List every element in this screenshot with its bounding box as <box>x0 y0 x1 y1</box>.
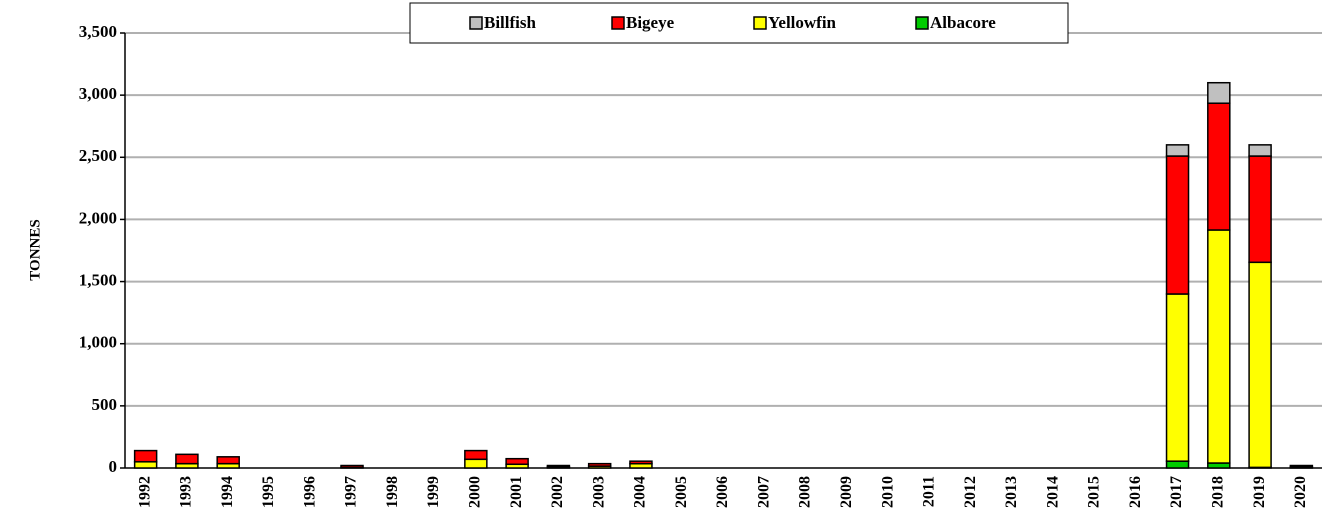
bar-segment <box>133 461 158 469</box>
bar-segment <box>340 464 364 469</box>
x-tick-label: 2019 <box>1251 476 1268 508</box>
x-tick-label: 1993 <box>178 476 195 508</box>
y-tick-label: 1,500 <box>79 270 117 289</box>
legend-box <box>409 2 1069 44</box>
x-tick-label: 2009 <box>838 476 855 508</box>
legend-label: Albacore <box>930 13 996 32</box>
x-tick-label: 2016 <box>1127 476 1144 508</box>
bar-segment <box>464 458 488 469</box>
bar-segment <box>1207 81 1231 104</box>
bar-segment <box>1248 261 1272 469</box>
x-tick-label: 1996 <box>301 476 318 508</box>
legend-label: Bigeye <box>626 13 675 32</box>
x-tick-label: 2004 <box>632 476 649 508</box>
x-tick-label: 2003 <box>590 476 607 508</box>
legend-swatch <box>469 16 483 30</box>
x-tick-label: 2001 <box>508 476 525 508</box>
x-tick-label: 2015 <box>1086 476 1103 508</box>
x-tick-label: 2008 <box>797 476 814 508</box>
x-tick-label: 1994 <box>219 476 236 508</box>
x-tick-label: 1999 <box>425 476 442 508</box>
x-tick-label: 2012 <box>962 476 979 508</box>
bar-segment <box>464 449 488 461</box>
bar-segment <box>133 449 158 463</box>
x-tick-label: 2020 <box>1292 476 1309 508</box>
legend-label: Yellowfin <box>768 13 837 32</box>
legend-swatch <box>915 16 929 30</box>
x-tick-label: 2000 <box>467 476 484 508</box>
x-tick-label: 2018 <box>1209 476 1226 508</box>
bar-segment <box>1165 144 1190 157</box>
y-tick-label: 1,000 <box>79 333 117 352</box>
y-tick-label: 3,500 <box>79 22 117 41</box>
bar-segment <box>1207 102 1231 231</box>
legend-label: Billfish <box>484 13 537 32</box>
bar-segment <box>216 456 240 465</box>
bar-segment <box>629 460 653 465</box>
legend-swatch <box>611 16 625 30</box>
y-tick-label: 2,500 <box>79 146 117 165</box>
bar-segment <box>1248 155 1272 264</box>
bar-segment <box>1165 155 1190 295</box>
x-tick-label: 2006 <box>714 476 731 508</box>
y-tick-label: 0 <box>109 457 118 476</box>
bar-segment <box>1165 293 1190 462</box>
x-tick-label: 1992 <box>136 476 153 508</box>
x-tick-label: 2002 <box>549 476 566 508</box>
bar-segment <box>175 453 199 465</box>
x-tick-label: 2017 <box>1168 476 1185 508</box>
bar-segment <box>505 457 529 466</box>
x-tick-label: 2011 <box>921 476 938 507</box>
x-tick-label: 2010 <box>879 476 896 508</box>
y-axis-title: TONNES <box>27 219 43 280</box>
bar-segment <box>587 462 612 467</box>
x-tick-label: 1995 <box>260 476 277 508</box>
x-tick-label: 2005 <box>673 476 690 508</box>
y-tick-label: 3,000 <box>79 84 117 103</box>
y-tick-label: 500 <box>92 395 118 414</box>
bar-segment <box>1248 144 1272 157</box>
bar-segment <box>1289 464 1314 468</box>
x-tick-label: 1997 <box>343 476 360 508</box>
bar-segment <box>1165 460 1190 469</box>
legend-swatch <box>753 16 767 30</box>
x-tick-label: 2007 <box>755 476 772 508</box>
x-tick-label: 1998 <box>384 476 401 508</box>
bar-segment <box>546 464 571 468</box>
y-tick-label: 2,000 <box>79 208 117 227</box>
x-tick-label: 2013 <box>1003 476 1020 508</box>
x-tick-label: 2014 <box>1044 476 1061 508</box>
bar-segment <box>1207 229 1231 464</box>
